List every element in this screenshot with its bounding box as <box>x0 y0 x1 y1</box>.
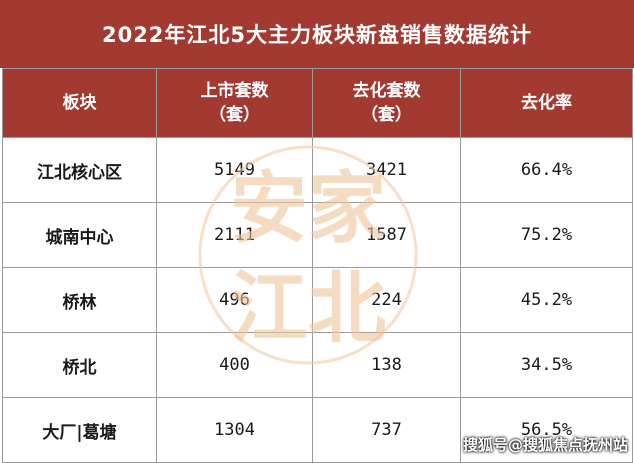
row-rate: 34.5% <box>460 332 633 398</box>
row-sold: 737 <box>312 397 461 463</box>
row-listed: 2111 <box>156 202 313 268</box>
row-listed: 5149 <box>156 137 313 203</box>
row-sold: 224 <box>312 267 461 333</box>
row-rate: 56.5% <box>460 397 633 463</box>
row-sold: 1587 <box>312 202 461 268</box>
source-credit: 搜狐号@搜狐焦点抚州站 <box>462 436 628 454</box>
table-row: 大厂|葛塘 1304 737 56.5% <box>2 397 633 463</box>
row-rate: 66.4% <box>460 137 633 203</box>
table-title: 2022年江北5大主力板块新盘销售数据统计 <box>0 0 634 68</box>
header-sold-line2: （套） <box>361 105 412 125</box>
table-row: 江北核心区 5149 3421 66.4% <box>2 137 633 203</box>
table-row: 桥北 400 138 34.5% <box>2 332 633 398</box>
table-row: 城南中心 2111 1587 75.2% <box>2 202 633 268</box>
row-listed: 496 <box>156 267 313 333</box>
row-sold: 3421 <box>312 137 461 203</box>
header-rate: 去化率 <box>460 68 633 138</box>
table-row: 桥林 496 224 45.2% <box>2 267 633 333</box>
sales-table: 板块 上市套数 （套） 去化套数 （套） 去化率 江北核心区 5149 3421… <box>2 68 633 463</box>
row-name: 城南中心 <box>2 202 157 268</box>
row-rate: 45.2% <box>460 267 633 333</box>
row-name: 桥林 <box>2 267 157 333</box>
row-name: 大厂|葛塘 <box>2 397 157 463</box>
header-listed: 上市套数 （套） <box>156 68 313 138</box>
header-listed-line2: （套） <box>209 105 260 125</box>
header-sold-line1: 去化套数 <box>352 81 421 101</box>
row-name: 桥北 <box>2 332 157 398</box>
row-sold: 138 <box>312 332 461 398</box>
header-listed-line1: 上市套数 <box>200 81 269 101</box>
row-name: 江北核心区 <box>2 137 157 203</box>
header-block: 板块 <box>2 68 157 138</box>
header-sold: 去化套数 （套） <box>312 68 461 138</box>
row-rate: 75.2% <box>460 202 633 268</box>
header-row: 板块 上市套数 （套） 去化套数 （套） 去化率 <box>2 68 633 138</box>
row-listed: 1304 <box>156 397 313 463</box>
row-listed: 400 <box>156 332 313 398</box>
